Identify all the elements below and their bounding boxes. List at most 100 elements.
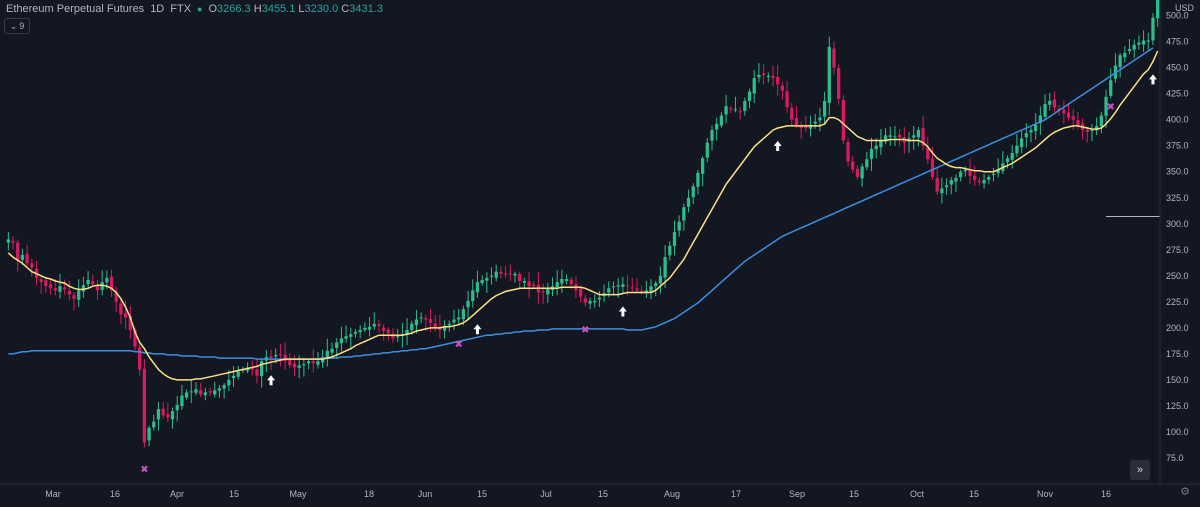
candle-body — [607, 288, 611, 293]
candle-body — [62, 287, 67, 290]
candle-body — [447, 323, 451, 326]
candle-body — [780, 85, 785, 91]
candle-body — [391, 333, 395, 339]
candle-body — [175, 404, 179, 411]
candle-body — [39, 279, 43, 283]
candle-body — [691, 186, 695, 198]
candle-body — [785, 91, 789, 108]
candle-body — [349, 334, 353, 337]
candle-body — [147, 427, 151, 441]
y-tick-label: 400.0 — [1166, 115, 1189, 125]
low-value: 3230.0 — [304, 3, 339, 15]
candle-body — [522, 281, 527, 283]
candle-body — [738, 111, 742, 113]
candle-body — [199, 390, 203, 395]
candle-body — [921, 128, 925, 146]
candle-body — [25, 253, 29, 264]
candle-body — [419, 317, 423, 319]
candle-body — [1095, 125, 1099, 131]
candle-body — [658, 275, 663, 284]
candle-body — [513, 273, 517, 276]
y-tick-label: 325.0 — [1166, 193, 1189, 203]
candle-body — [916, 130, 921, 138]
candle-body — [377, 324, 381, 326]
x-tick-label: May — [289, 489, 307, 499]
candle-body — [180, 395, 184, 407]
candle-body — [213, 390, 217, 395]
ohlc-readout: O3266.3 H3455.1 L3230.0 C3431.3 — [208, 3, 383, 15]
candle-body — [344, 336, 348, 339]
chevron-down-icon: ⌄ — [9, 20, 18, 31]
gear-icon[interactable]: ⚙ — [1180, 486, 1190, 498]
candle-body — [302, 364, 306, 366]
scroll-to-realtime-button[interactable]: » — [1130, 460, 1150, 480]
candle-body — [396, 336, 400, 338]
candle-body — [822, 100, 827, 117]
currency-label[interactable]: USD — [1174, 3, 1194, 13]
candle-body — [217, 388, 222, 391]
close-value: 3431.3 — [349, 3, 383, 15]
candle-body — [161, 408, 165, 416]
buy-arrow-icon — [773, 141, 782, 152]
candle-body — [1015, 145, 1019, 154]
sell-cross-icon: ✖ — [581, 325, 589, 336]
candle-body — [231, 375, 236, 379]
candle-body — [1038, 115, 1043, 123]
candle-body — [335, 342, 339, 349]
candle-body — [700, 158, 705, 174]
x-tick-label: 18 — [364, 489, 374, 499]
candle-body — [283, 354, 287, 362]
candle-body — [635, 288, 639, 291]
candle-body — [935, 178, 939, 192]
candle-body — [860, 166, 864, 179]
indicator-toggle-button[interactable]: ⌄ 9 — [4, 18, 30, 34]
candle-body — [1109, 80, 1113, 96]
candle-body — [325, 350, 329, 360]
candle-body — [621, 284, 625, 287]
candle-body — [109, 276, 114, 291]
candle-body — [705, 142, 709, 158]
sell-cross-icon: ✖ — [454, 339, 462, 350]
candle-body — [616, 285, 620, 287]
candle-body — [593, 300, 597, 303]
candle-body — [982, 180, 986, 184]
candle-body — [1085, 129, 1089, 133]
candle-body — [682, 207, 686, 221]
candle-body — [846, 141, 850, 162]
candle-body — [44, 280, 48, 287]
candle-body — [156, 409, 161, 420]
candle-body — [630, 287, 634, 289]
candle-body — [1010, 153, 1014, 160]
price-axis — [1160, 0, 1200, 502]
candle-body — [1099, 115, 1104, 127]
y-tick-label: 500.0 — [1166, 11, 1189, 21]
candle-body — [888, 135, 892, 137]
candle-body — [944, 185, 949, 188]
candle-body — [128, 315, 132, 330]
candle-body — [278, 354, 283, 356]
candle-body — [1151, 17, 1155, 41]
candle-body — [499, 271, 503, 274]
x-tick-label: 15 — [477, 489, 487, 499]
candle-body — [724, 106, 728, 115]
y-tick-label: 425.0 — [1166, 89, 1189, 99]
y-tick-label: 100.0 — [1166, 427, 1189, 437]
candle-body — [639, 290, 644, 293]
x-tick-label: Aug — [664, 489, 680, 499]
symbol-name[interactable]: Ethereum Perpetual Futures — [6, 3, 145, 15]
candle-body — [292, 363, 297, 368]
candle-body — [48, 284, 53, 289]
candle-body — [597, 297, 602, 300]
candle-body — [255, 369, 259, 376]
candle-body — [837, 68, 841, 99]
interval-label[interactable]: 1D — [150, 3, 165, 15]
candle-body — [367, 326, 372, 330]
sell-cross-icon: ✖ — [1107, 102, 1115, 113]
candle-body — [747, 91, 752, 102]
candle-body — [1062, 109, 1066, 114]
x-tick-label: Mar — [45, 489, 61, 499]
candle-body — [316, 361, 320, 365]
y-tick-label: 225.0 — [1166, 297, 1189, 307]
